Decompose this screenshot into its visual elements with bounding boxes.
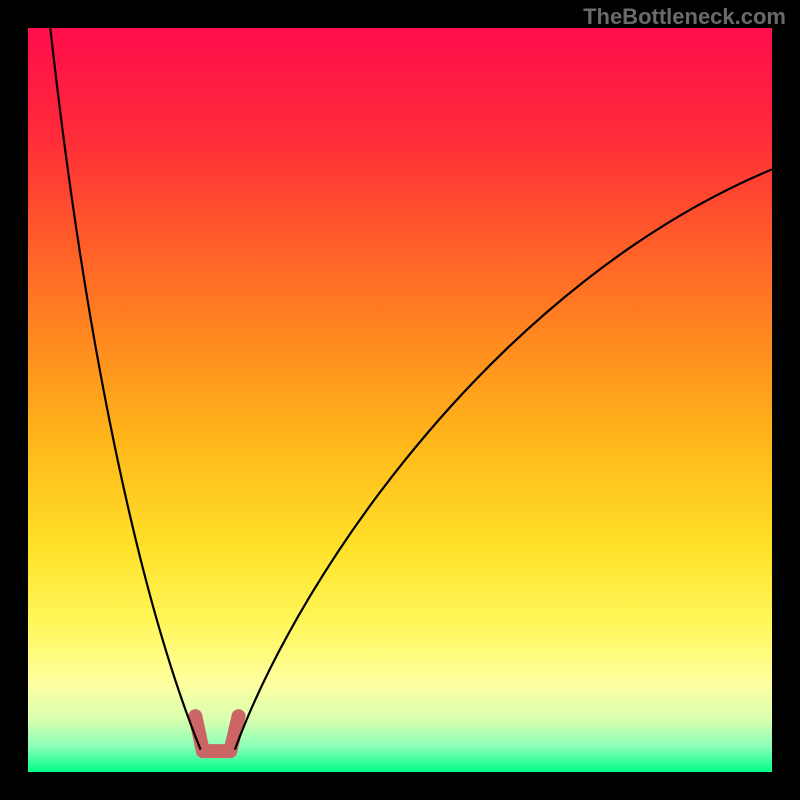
chart-root: TheBottleneck.com bbox=[0, 0, 800, 800]
watermark-text: TheBottleneck.com bbox=[583, 4, 786, 30]
plot-area bbox=[28, 28, 772, 772]
gradient-background bbox=[28, 28, 772, 772]
plot-svg bbox=[28, 28, 772, 772]
